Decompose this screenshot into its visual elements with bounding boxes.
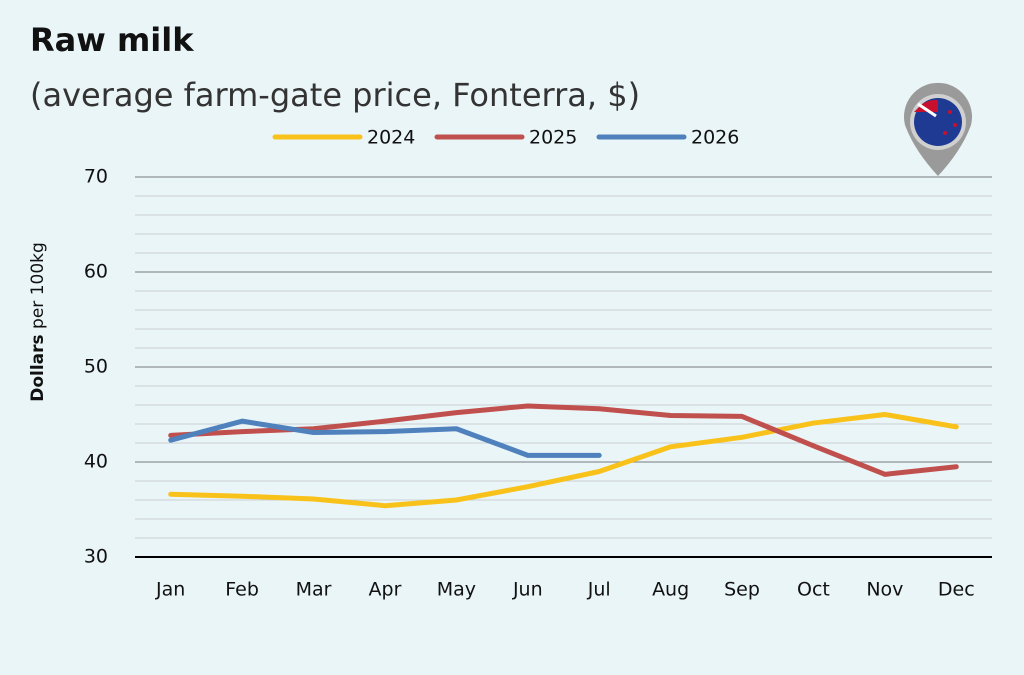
y-axis-label-rest: per 100kg bbox=[28, 242, 48, 329]
x-tick-label: Nov bbox=[866, 579, 903, 601]
series-line bbox=[168, 418, 602, 458]
series-line bbox=[168, 403, 959, 477]
y-axis-label-bold: Dollars bbox=[28, 334, 48, 401]
x-tick-label: Oct bbox=[797, 579, 830, 601]
y-tick-label: 70 bbox=[84, 166, 108, 188]
x-tick-label: May bbox=[437, 579, 476, 601]
y-tick-label: 30 bbox=[84, 546, 108, 568]
chart-title: Raw milk bbox=[30, 21, 194, 59]
x-tick-label: Dec bbox=[938, 579, 975, 601]
legend-label: 2026 bbox=[691, 127, 739, 149]
x-tick-label: Mar bbox=[296, 579, 332, 601]
x-tick-label: Feb bbox=[225, 579, 259, 601]
x-tick-label: Aug bbox=[652, 579, 689, 601]
legend-label: 2024 bbox=[367, 127, 415, 149]
flag-pin bbox=[904, 82, 972, 176]
y-axis-label: Dollars per 100kg bbox=[28, 242, 48, 402]
x-tick-label: Jul bbox=[587, 579, 611, 601]
y-tick-label: 50 bbox=[84, 356, 108, 378]
x-tick-label: Sep bbox=[724, 579, 760, 601]
x-tick-label: Jan bbox=[155, 579, 185, 601]
series-line bbox=[168, 412, 959, 509]
x-tick-label: Jun bbox=[512, 579, 543, 601]
chart-subtitle: (average farm-gate price, Fonterra, $) bbox=[30, 76, 640, 114]
y-tick-label: 60 bbox=[84, 261, 108, 283]
legend-label: 2025 bbox=[529, 127, 577, 149]
y-tick-label: 40 bbox=[84, 451, 108, 473]
x-tick-label: Apr bbox=[369, 579, 402, 601]
